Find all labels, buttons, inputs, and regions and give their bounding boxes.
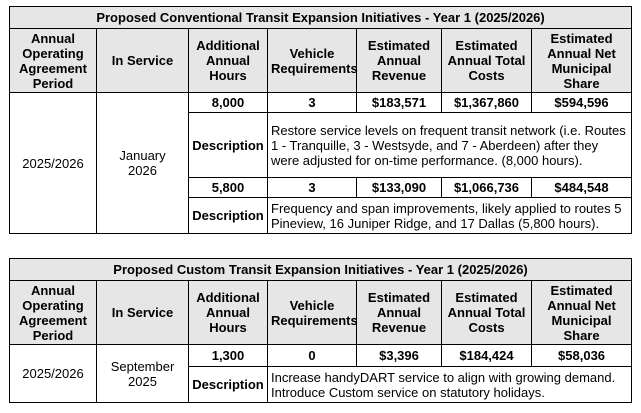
period-cell: 2025/2026 <box>9 92 97 234</box>
header-in-service: In Service <box>96 28 189 93</box>
revenue-cell: $183,571 <box>356 92 442 113</box>
net-cell: $484,548 <box>530 177 633 198</box>
table-row: 2025/2026 September 2025 1,300 0 $3,396 … <box>9 344 633 403</box>
hours-cell: 1,300 <box>188 344 268 367</box>
description-text: Restore service levels on frequent trans… <box>266 112 633 178</box>
description-row: Description Frequency and span improveme… <box>10 197 633 234</box>
header-revenue: Estimated Annual Revenue <box>356 28 442 93</box>
description-label: Description <box>188 197 268 234</box>
vehicles-cell: 0 <box>267 344 357 367</box>
header-period: Annual Operating Agreement Period <box>9 28 97 93</box>
description-text: Frequency and span improvements, likely … <box>266 197 633 234</box>
description-text: Increase handyDART service to align with… <box>266 366 633 403</box>
revenue-cell: $133,090 <box>356 177 442 198</box>
header-hours: Additional Annual Hours <box>188 28 268 93</box>
revenue-cell: $3,396 <box>356 344 442 367</box>
table-title: Proposed Conventional Transit Expansion … <box>8 6 633 29</box>
costs-cell: $184,424 <box>441 344 532 367</box>
header-costs: Estimated Annual Total Costs <box>441 28 532 93</box>
header-vehicles: Vehicle Requirements <box>267 28 358 93</box>
header-net: Estimated Annual Net Municipal Share <box>530 28 633 93</box>
description-row: Description Increase handyDART service t… <box>10 366 633 403</box>
conventional-expansion-table: Proposed Conventional Transit Expansion … <box>8 6 633 234</box>
header-period: Annual Operating Agreement Period <box>9 280 97 345</box>
period-cell: 2025/2026 <box>9 344 97 403</box>
header-costs: Estimated Annual Total Costs <box>441 280 532 345</box>
description-label: Description <box>188 112 268 178</box>
net-cell: $594,596 <box>530 92 633 113</box>
description-label: Description <box>188 366 268 403</box>
costs-cell: $1,367,860 <box>441 92 532 113</box>
vehicles-cell: 3 <box>267 177 357 198</box>
costs-cell: $1,066,736 <box>441 177 532 198</box>
description-row: Description Restore service levels on fr… <box>10 112 633 178</box>
vehicles-cell: 3 <box>267 92 357 113</box>
table-title: Proposed Custom Transit Expansion Initia… <box>8 258 633 281</box>
header-hours: Additional Annual Hours <box>188 280 268 345</box>
net-cell: $58,036 <box>530 344 633 367</box>
header-in-service: In Service <box>96 280 189 345</box>
header-revenue: Estimated Annual Revenue <box>356 280 442 345</box>
hours-cell: 5,800 <box>188 177 268 198</box>
in-service-cell: September 2025 <box>96 344 189 403</box>
header-vehicles: Vehicle Requirements <box>267 280 358 345</box>
custom-expansion-table: Proposed Custom Transit Expansion Initia… <box>8 258 633 403</box>
header-net: Estimated Annual Net Municipal Share <box>530 280 633 345</box>
table-row: 2025/2026 January 2026 8,000 3 $183,571 … <box>9 92 633 234</box>
in-service-cell: January 2026 <box>96 92 189 234</box>
hours-cell: 8,000 <box>188 92 268 113</box>
